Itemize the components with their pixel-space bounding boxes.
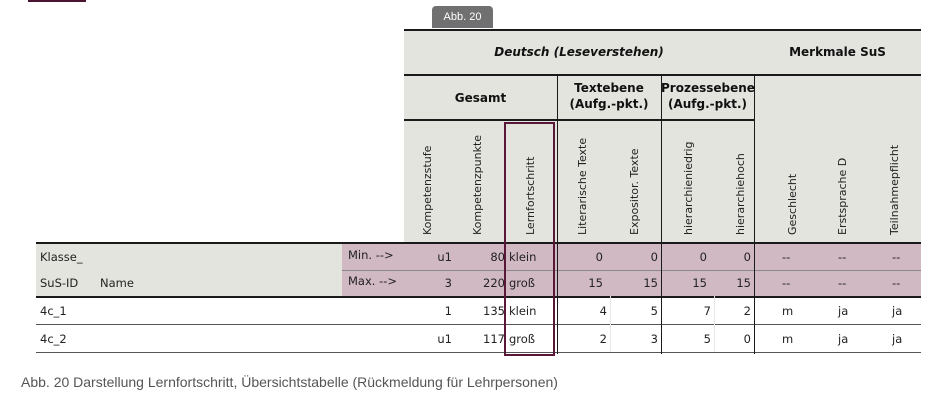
cell-lernfortschritt: groß xyxy=(509,332,536,346)
cell-kompetenzstufe: 1 xyxy=(444,304,452,318)
cell-erstsprache: ja xyxy=(838,332,849,346)
cell-kompetenzpunkte: 117 xyxy=(483,332,505,346)
row-sus-id: 4c_1 xyxy=(40,304,67,318)
row-sus-id: 4c_2 xyxy=(40,332,67,346)
divider-merkmale xyxy=(754,74,755,354)
min-lernfortschritt: klein xyxy=(509,250,537,264)
cell-expositor: 5 xyxy=(650,304,658,318)
column-header-erstsprache: Erstsprache D xyxy=(836,157,849,235)
cell-lernfortschritt: klein xyxy=(509,304,537,318)
max-lernfortschritt: groß xyxy=(509,276,536,290)
subheader-prozessebene: Prozessebene (Aufg.-pkt.) xyxy=(661,80,755,112)
column-header-kompetenzpunkte: Kompetenzpunkte xyxy=(471,134,484,235)
label-max: Max. --> xyxy=(348,274,398,288)
cell-teilnahmepflicht: ja xyxy=(892,304,903,318)
subheader-prozessebene-line1: Prozessebene xyxy=(661,81,755,95)
column-header-teilnahmepflicht: Teilnahmepflicht xyxy=(888,144,901,235)
cell-teilnahmepflicht: ja xyxy=(892,332,903,346)
column-header-kompetenzstufe: Kompetenzstufe xyxy=(421,145,434,235)
cell-literarische: 2 xyxy=(599,332,607,346)
top-accent-bar xyxy=(28,0,86,2)
cell-erstsprache: ja xyxy=(838,304,849,318)
min-geschlecht: -- xyxy=(782,250,791,264)
divider-textebene xyxy=(557,74,558,354)
rule-group xyxy=(404,74,921,76)
min-kompetenzstufe: u1 xyxy=(437,250,452,264)
subheader-prozessebene-line2: (Aufg.-pkt.) xyxy=(667,97,747,111)
max-kompetenzstufe: 3 xyxy=(444,276,452,290)
figure-caption: Abb. 20 Darstellung Lernfortschritt, Übe… xyxy=(21,374,558,390)
min-hierarchieniedrig: 0 xyxy=(699,250,707,264)
max-geschlecht: -- xyxy=(782,276,791,290)
subheader-textebene: Textebene (Aufg.-pkt.) xyxy=(557,80,661,112)
label-klasse: Klasse_ xyxy=(40,250,83,264)
column-header-literarische-texte: Literarische Texte xyxy=(576,137,589,235)
rule-row xyxy=(36,324,921,325)
column-header-geschlecht: Geschlecht xyxy=(786,173,799,235)
column-header-expositor-texte: Expositor. Texte xyxy=(628,148,641,235)
cell-hierarchiehoch: 2 xyxy=(743,304,751,318)
rule-sub xyxy=(404,119,754,121)
lernfortschritt-highlight xyxy=(504,122,555,356)
min-erstsprache: -- xyxy=(838,250,847,264)
cell-hierarchieniedrig: 5 xyxy=(703,332,711,346)
cell-hierarchiehoch: 0 xyxy=(743,332,751,346)
cell-literarische: 4 xyxy=(599,304,607,318)
max-hierarchieniedrig: 15 xyxy=(692,276,707,290)
cell-geschlecht: m xyxy=(782,304,794,318)
min-literarische: 0 xyxy=(595,250,603,264)
cell-geschlecht: m xyxy=(782,332,794,346)
max-erstsprache: -- xyxy=(838,276,847,290)
min-kompetenzpunkte: 80 xyxy=(490,250,505,264)
cell-hierarchieniedrig: 7 xyxy=(703,304,711,318)
subheader-textebene-line1: Textebene xyxy=(574,81,644,95)
divider-light-1 xyxy=(610,296,611,352)
column-header-hierarchiehoch: hierarchiehoch xyxy=(734,153,747,235)
rule-body-top xyxy=(36,296,921,298)
label-min: Min. --> xyxy=(348,248,394,262)
divider-prozessebene xyxy=(661,74,662,354)
rule-bottom xyxy=(36,352,921,353)
max-kompetenzpunkte: 220 xyxy=(483,276,505,290)
cell-kompetenzpunkte: 135 xyxy=(483,304,505,318)
column-header-hierarchieniedrig: hierarchieniedrig xyxy=(682,141,695,235)
min-expositor: 0 xyxy=(650,250,658,264)
cell-kompetenzstufe: u1 xyxy=(437,332,452,346)
rule-header-bottom xyxy=(36,242,921,244)
cell-expositor: 3 xyxy=(650,332,658,346)
max-hierarchiehoch: 15 xyxy=(736,276,751,290)
rule-top xyxy=(404,29,921,31)
group-header-merkmale: Merkmale SuS xyxy=(789,45,886,59)
max-literarische: 15 xyxy=(588,276,603,290)
meta-label-background xyxy=(36,244,342,296)
header-background xyxy=(404,30,921,242)
subheader-textebene-line2: (Aufg.-pkt.) xyxy=(569,97,649,111)
min-teilnahmepflicht: -- xyxy=(892,250,901,264)
rule-minmax xyxy=(342,270,921,271)
max-teilnahmepflicht: -- xyxy=(892,276,901,290)
min-hierarchiehoch: 0 xyxy=(743,250,751,264)
figure-tab: Abb. 20 xyxy=(432,6,493,28)
divider-light-2 xyxy=(714,296,715,352)
label-name: Name xyxy=(100,276,134,290)
subheader-gesamt: Gesamt xyxy=(454,91,507,105)
label-sus-id: SuS-ID xyxy=(40,276,79,290)
max-expositor: 15 xyxy=(643,276,658,290)
group-header-deutsch: Deutsch (Leseverstehen) xyxy=(494,45,664,59)
